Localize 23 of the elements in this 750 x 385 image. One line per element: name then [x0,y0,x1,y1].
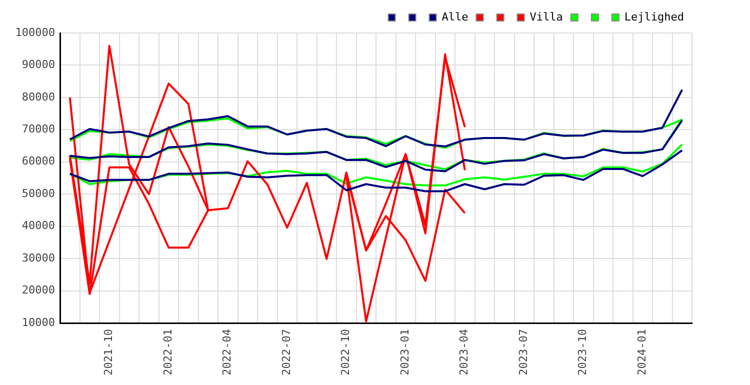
y-tick-label: 30000 [22,251,55,264]
x-tick-label: 2022-04 [220,328,234,376]
legend-label: Lejlighed [624,10,684,24]
y-tick-label: 90000 [22,58,55,72]
y-tick-label: 60000 [22,154,55,168]
y-tick-label: 70000 [22,122,55,136]
x-tick-label: 2022-07 [280,329,293,376]
y-tick-label: 40000 [22,219,55,232]
x-tick-label: 2021-10 [102,329,116,376]
x-tick-label: 2022-10 [339,329,352,376]
x-tick-label: 2024-01 [635,329,648,376]
y-tick-label: 100000 [15,26,55,39]
legend-label: Alle [442,10,468,24]
x-tick-label: 2023-10 [576,329,590,376]
y-tick-label: 10000 [22,316,55,329]
x-tick-label: 2022-01 [161,329,174,376]
x-tick-label: 2023-01 [398,329,412,376]
x-tick-label: 2023-07 [516,329,530,376]
legend-label: Villa [530,10,563,24]
y-tick-label: 50000 [22,186,55,200]
y-tick-label: 20000 [22,284,55,297]
x-tick-label: 2023-04 [458,328,471,376]
y-tick-label: 80000 [22,90,55,104]
